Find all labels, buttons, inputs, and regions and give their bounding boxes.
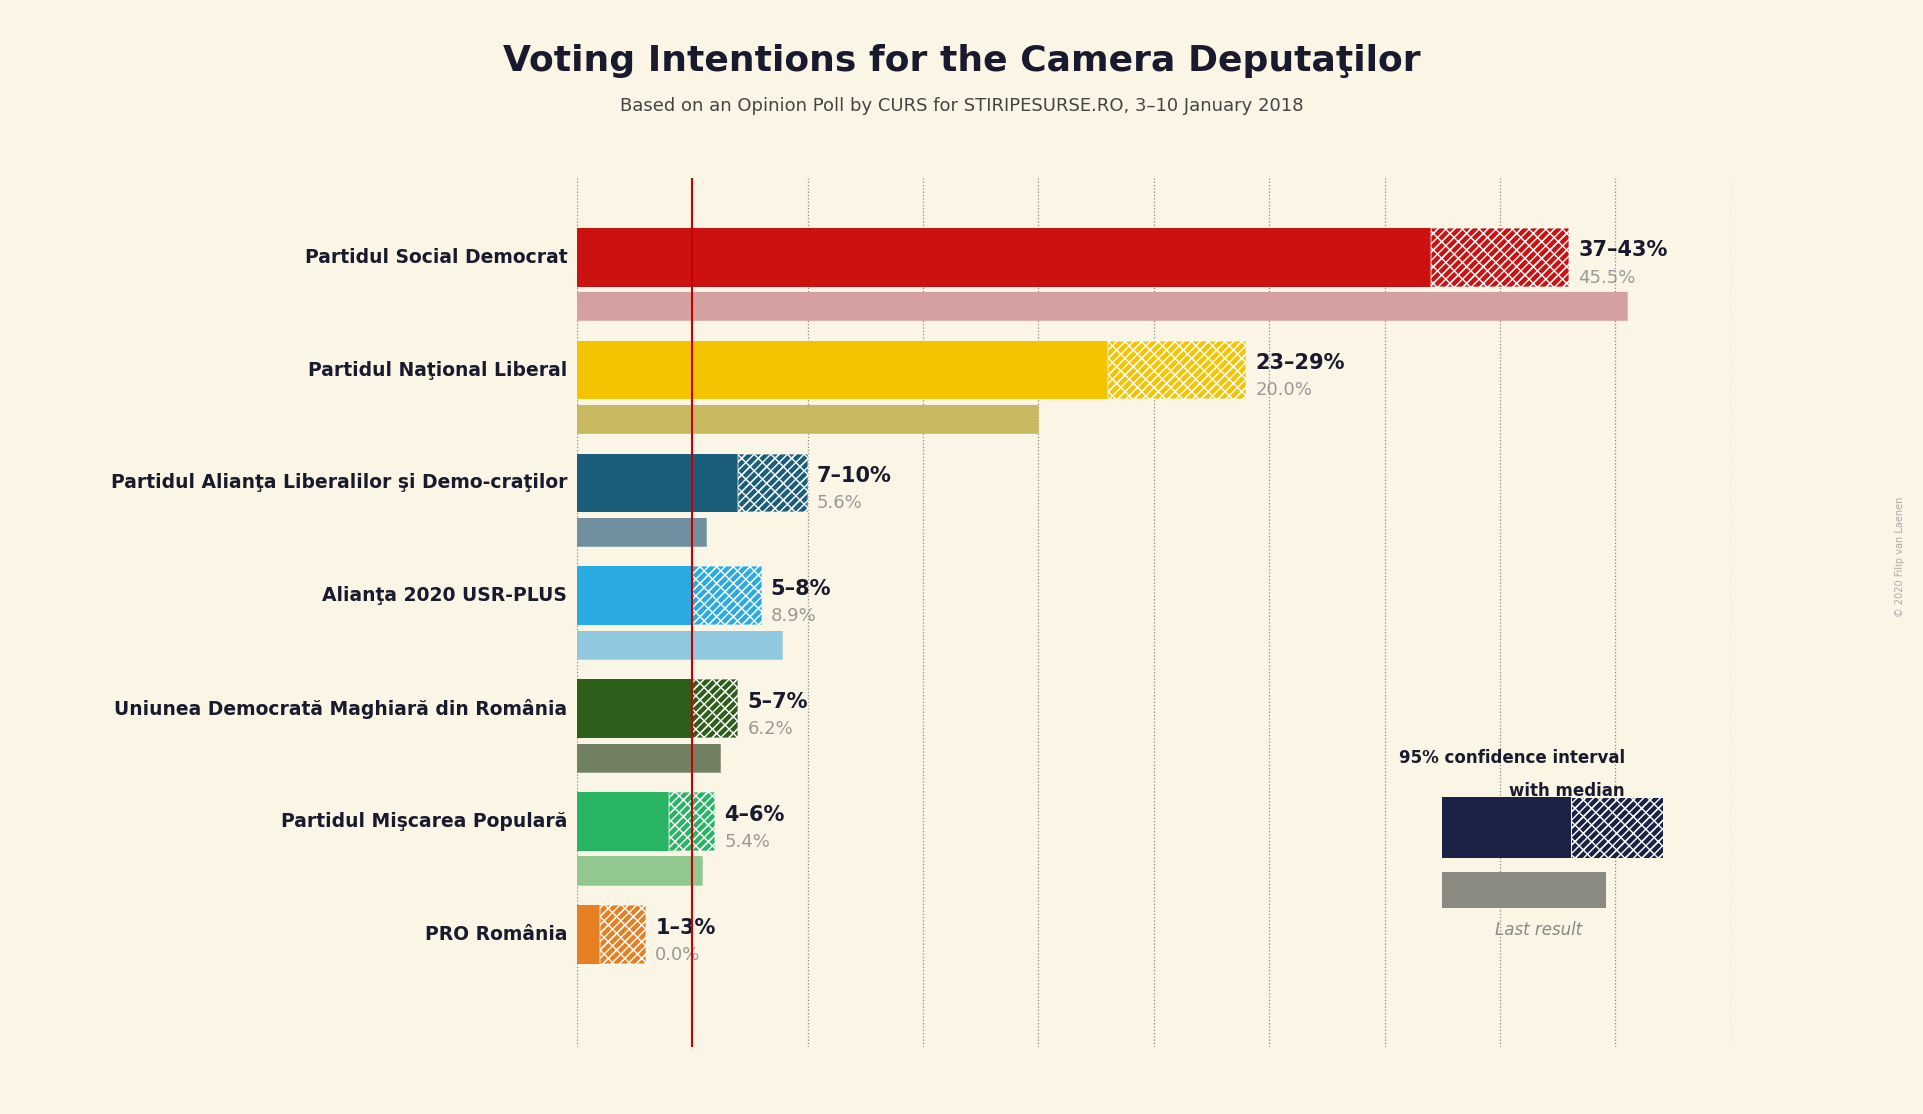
Text: 37–43%: 37–43% (1579, 241, 1667, 261)
Bar (577, 792, 669, 851)
Bar (577, 228, 1431, 286)
Text: 23–29%: 23–29% (1256, 353, 1344, 373)
Bar (1108, 341, 1246, 400)
Bar (600, 905, 646, 964)
Text: 5.4%: 5.4% (725, 833, 771, 851)
Text: 4–6%: 4–6% (725, 804, 785, 824)
Text: 7–10%: 7–10% (817, 466, 892, 486)
Text: 5.6%: 5.6% (817, 495, 863, 512)
Bar (577, 518, 706, 546)
Text: Partidul Alianţa Liberalilor şi Demo-craţilor: Partidul Alianţa Liberalilor şi Demo-cra… (112, 473, 567, 492)
Bar (577, 857, 702, 885)
Text: 6.2%: 6.2% (748, 720, 794, 737)
Bar (692, 566, 762, 625)
Text: Partidul Naţional Liberal: Partidul Naţional Liberal (308, 361, 567, 380)
Bar (669, 792, 715, 851)
Text: 8.9%: 8.9% (771, 607, 817, 625)
Text: 1–3%: 1–3% (656, 918, 715, 938)
Bar (577, 744, 719, 772)
Bar (577, 566, 692, 625)
Bar (577, 292, 1627, 321)
Bar (577, 292, 1627, 321)
Bar (577, 453, 738, 512)
Bar (577, 405, 1038, 433)
Bar (692, 680, 738, 737)
Bar (669, 792, 715, 851)
Text: Voting Intentions for the Camera Deputaţilor: Voting Intentions for the Camera Deputaţ… (502, 45, 1421, 78)
Bar (1431, 228, 1569, 286)
Text: 45.5%: 45.5% (1579, 268, 1636, 286)
Text: Partidul Social Democrat: Partidul Social Democrat (304, 247, 567, 266)
Bar (577, 518, 706, 546)
Bar (1442, 797, 1571, 858)
Bar (692, 566, 762, 625)
Text: Alianţa 2020 USR-PLUS: Alianţa 2020 USR-PLUS (323, 586, 567, 605)
Text: Partidul Mişcarea Populară: Partidul Mişcarea Populară (281, 812, 567, 831)
Text: Last result: Last result (1494, 921, 1583, 939)
Bar (1108, 341, 1246, 400)
Bar (577, 341, 1108, 400)
Bar (577, 680, 692, 737)
Bar (600, 905, 646, 964)
Bar (577, 744, 719, 772)
Text: 5–8%: 5–8% (771, 579, 831, 599)
Bar (692, 680, 738, 737)
Text: 95% confidence interval: 95% confidence interval (1398, 749, 1625, 766)
Bar (577, 857, 702, 885)
Bar (1571, 797, 1663, 858)
Text: 0.0%: 0.0% (656, 946, 700, 964)
Bar (738, 453, 808, 512)
Text: Based on an Opinion Poll by CURS for STIRIPESURSE.RO, 3–10 January 2018: Based on an Opinion Poll by CURS for STI… (619, 97, 1304, 115)
Bar (577, 631, 783, 659)
Text: with median: with median (1510, 782, 1625, 800)
Bar (577, 631, 783, 659)
Bar (577, 905, 600, 964)
Text: 5–7%: 5–7% (748, 692, 808, 712)
Bar (1431, 228, 1569, 286)
Bar (577, 405, 1038, 433)
Bar (1571, 797, 1663, 858)
Text: © 2020 Filip van Laenen: © 2020 Filip van Laenen (1894, 497, 1906, 617)
Text: Uniunea Democrată Maghiară din România: Uniunea Democrată Maghiară din România (113, 698, 567, 719)
Text: PRO România: PRO România (425, 925, 567, 944)
Text: 20.0%: 20.0% (1256, 381, 1311, 400)
Bar (738, 453, 808, 512)
